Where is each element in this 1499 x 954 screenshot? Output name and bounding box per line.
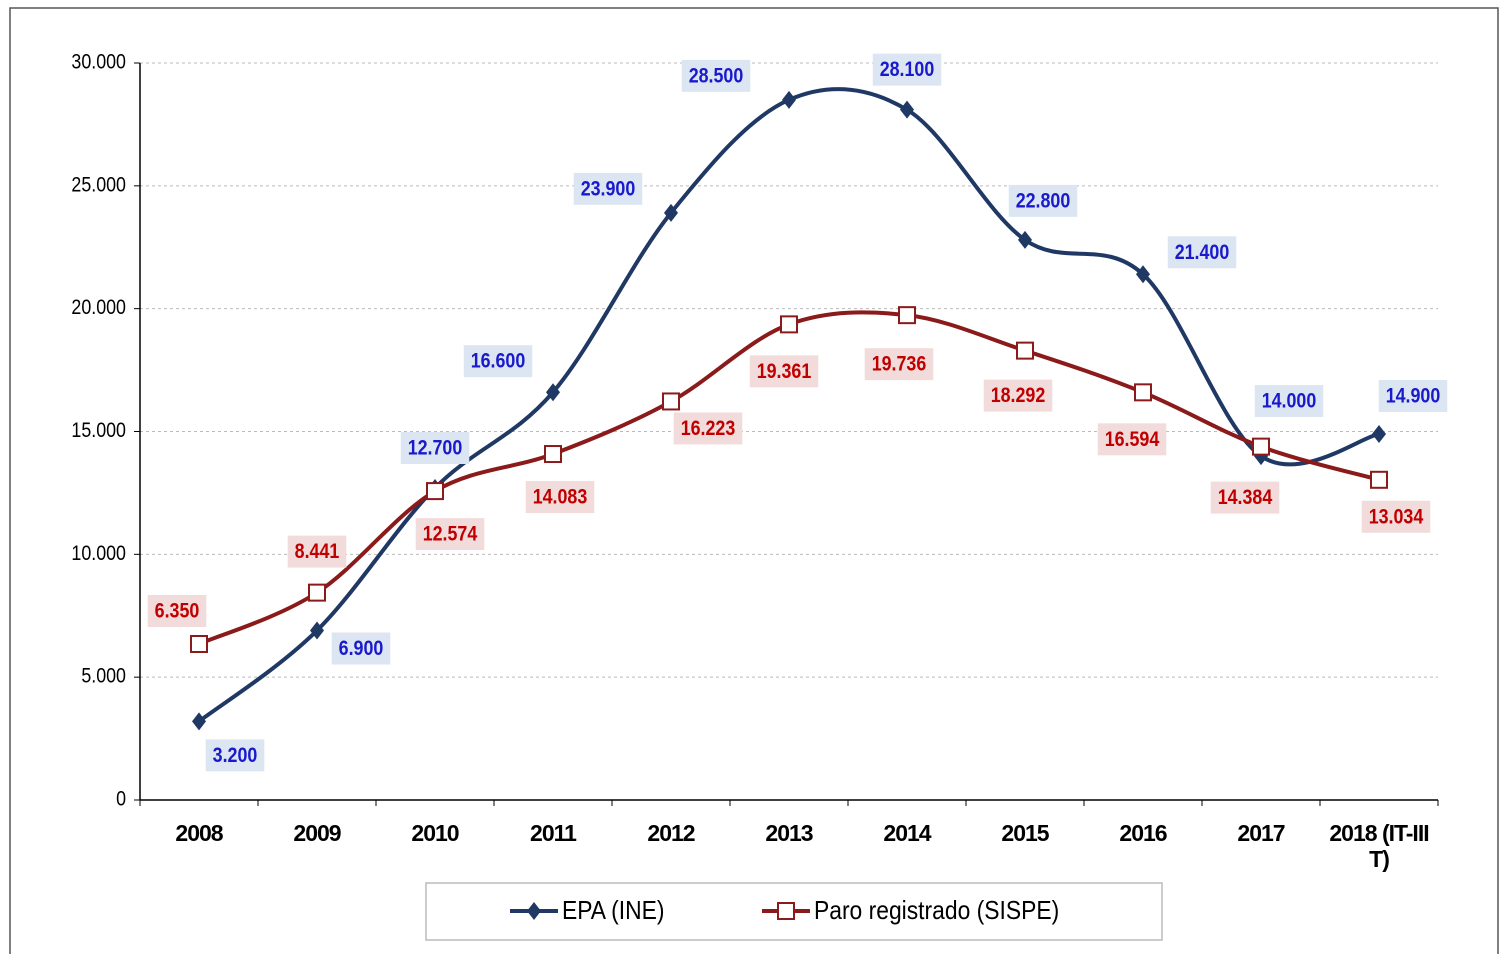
x-tick-label: 2014 (883, 820, 931, 846)
x-tick-label: 2008 (175, 820, 223, 846)
legend-marker (527, 902, 541, 920)
x-tick-label: 2017 (1237, 820, 1285, 846)
data-label-bg (1210, 481, 1280, 514)
data-point (664, 203, 678, 222)
data-label: 16.223 (681, 417, 736, 441)
data-label: 13.034 (1369, 505, 1424, 529)
data-point (1370, 470, 1388, 489)
data-point (192, 712, 206, 731)
data-label-bg (681, 59, 751, 92)
data-label-bg (463, 345, 533, 378)
data-point (190, 635, 208, 654)
y-tick-label: 20.000 (71, 296, 126, 320)
data-point (782, 90, 796, 109)
data-point (1016, 341, 1034, 360)
data-label: 16.600 (471, 349, 526, 373)
data-label: 22.800 (1016, 189, 1071, 213)
data-label-bg (147, 595, 207, 628)
x-tick-label: 2009 (293, 820, 341, 846)
y-tick-label: 10.000 (71, 542, 126, 566)
data-label: 14.900 (1386, 384, 1441, 408)
legend-label: Paro registrado (SISPE) (814, 897, 1059, 926)
x-tick-label: 2011 (530, 820, 577, 846)
data-label-bg (400, 432, 470, 465)
data-point (662, 392, 680, 411)
data-label: 14.083 (533, 485, 588, 509)
data-label-bg (287, 535, 347, 568)
data-label: 12.700 (408, 436, 463, 460)
y-tick-label: 30.000 (71, 50, 126, 74)
data-label: 6.350 (155, 599, 200, 623)
data-point (1134, 383, 1152, 402)
data-point (544, 445, 562, 464)
data-label-bg (1097, 423, 1167, 456)
data-point (898, 306, 916, 325)
data-label: 21.400 (1175, 240, 1230, 264)
data-label: 19.736 (872, 352, 927, 376)
y-tick-label: 0 (116, 787, 126, 811)
x-tick-label: 2016 (1119, 820, 1167, 846)
data-point (308, 583, 326, 602)
data-label: 14.000 (1262, 389, 1317, 413)
data-label-bg (1008, 184, 1078, 217)
data-label: 14.384 (1218, 486, 1273, 510)
legend-label: EPA (INE) (562, 897, 664, 926)
data-label: 28.100 (880, 58, 935, 82)
data-label-bg (1361, 500, 1431, 533)
data-label: 12.574 (423, 522, 478, 546)
data-label-bg (415, 518, 485, 551)
x-tick-label: 2015 (1001, 820, 1049, 846)
data-label: 19.361 (757, 360, 812, 384)
data-point (780, 315, 798, 334)
data-point (1252, 437, 1270, 456)
data-label: 28.500 (689, 64, 744, 88)
data-label-bg (525, 481, 595, 514)
data-label: 8.441 (295, 540, 340, 564)
y-tick-label: 25.000 (71, 173, 126, 197)
x-tick-label: 2012 (647, 820, 695, 846)
y-tick-label: 5.000 (81, 664, 126, 688)
series-line (197, 87, 1380, 723)
x-tick-label: 2013 (765, 820, 813, 846)
data-label-bg (1167, 236, 1237, 269)
data-point (900, 100, 914, 119)
data-point (1372, 424, 1386, 443)
data-label: 18.292 (991, 384, 1046, 408)
data-label-bg (573, 172, 643, 205)
data-label-bg (1378, 379, 1448, 412)
y-tick-label: 15.000 (71, 419, 126, 443)
data-label: 23.900 (581, 177, 636, 201)
data-label-bg (205, 739, 265, 772)
data-label: 3.200 (213, 744, 258, 768)
data-label-bg (864, 348, 934, 381)
data-point (1018, 230, 1032, 249)
data-label-bg (331, 632, 391, 665)
data-label-bg (1254, 385, 1324, 418)
data-label-bg (749, 355, 819, 388)
data-label: 16.594 (1105, 428, 1160, 452)
data-point (426, 482, 444, 501)
data-point (1136, 265, 1150, 284)
legend-marker (777, 902, 795, 920)
data-label-bg (872, 53, 942, 86)
x-tick-label: 2018 (IT-III T) (1329, 820, 1429, 872)
data-label-bg (983, 379, 1053, 412)
data-label: 6.900 (339, 637, 384, 661)
x-tick-label: 2010 (411, 820, 459, 846)
data-point (546, 383, 560, 402)
frame (9, 7, 1499, 954)
data-point (310, 621, 324, 640)
data-label-bg (673, 412, 743, 445)
